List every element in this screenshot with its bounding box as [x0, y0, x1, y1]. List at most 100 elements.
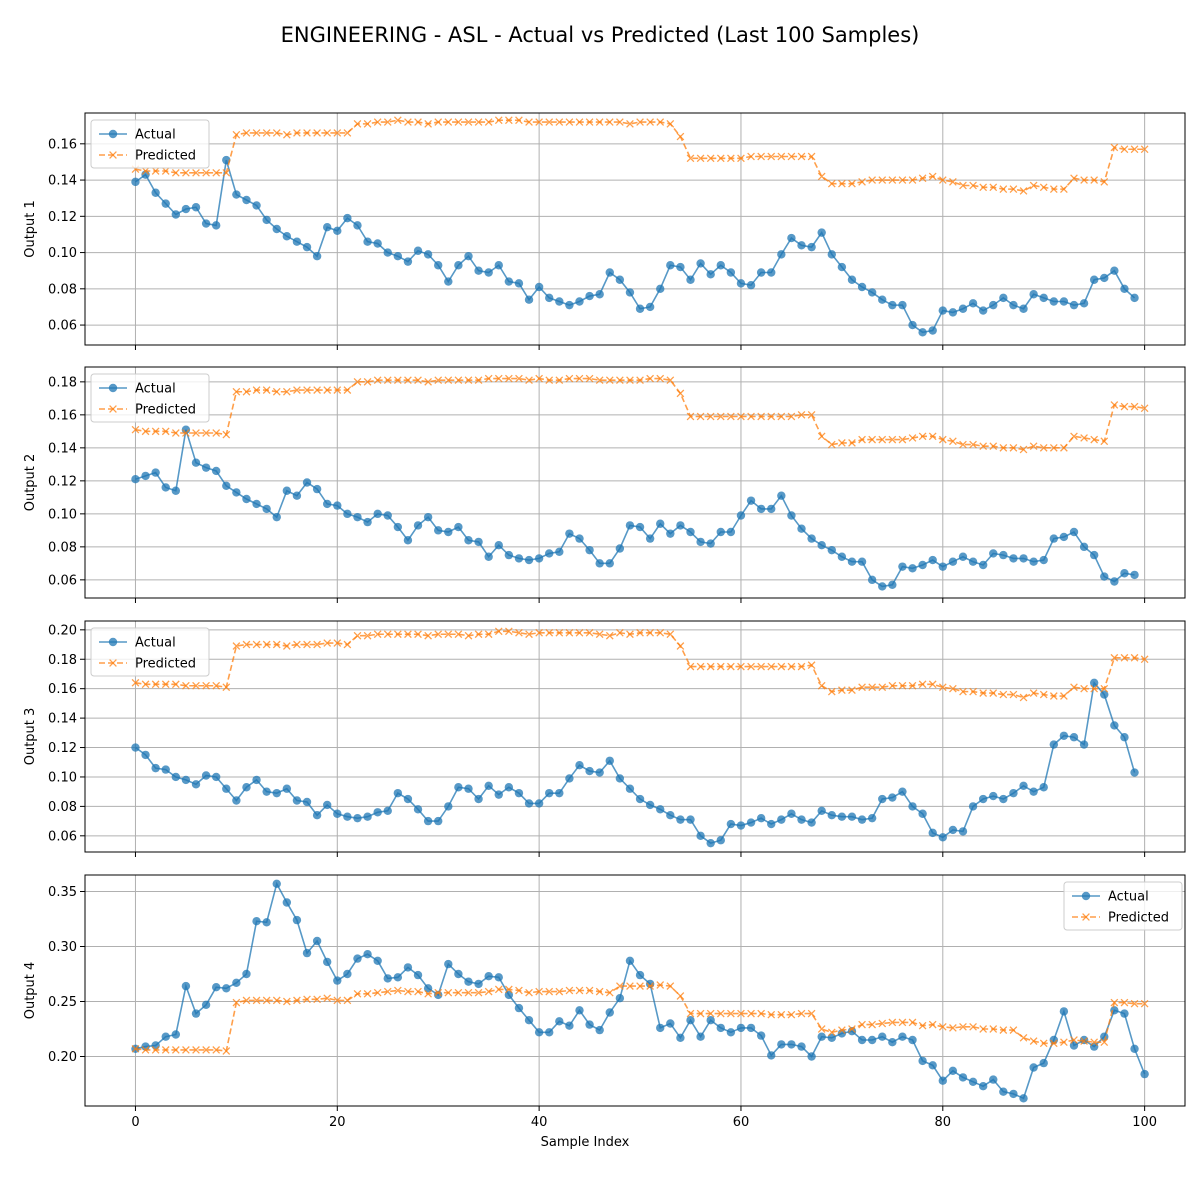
- axes-frame: [84, 366, 1186, 599]
- data-point: [938, 1022, 947, 1031]
- y-axis-label: Output 4: [23, 962, 38, 1020]
- data-point: [333, 386, 342, 394]
- data-point: [1059, 1007, 1069, 1016]
- data-point: [716, 836, 725, 845]
- data-point: [151, 763, 160, 773]
- data-point: [545, 628, 554, 637]
- data-point: [383, 630, 392, 639]
- data-point: [777, 815, 786, 824]
- data-point: [807, 410, 816, 419]
- data-point: [645, 302, 655, 312]
- series-predicted: [131, 116, 1149, 195]
- data-point: [272, 512, 281, 522]
- data-point: [827, 179, 836, 188]
- data-point: [857, 282, 867, 292]
- data-point: [464, 784, 473, 793]
- data-point: [777, 152, 786, 161]
- data-point: [787, 662, 796, 671]
- data-point: [333, 501, 342, 510]
- data-point: [978, 1082, 988, 1091]
- data-point: [565, 300, 574, 310]
- data-point: [706, 838, 715, 848]
- data-point: [817, 806, 826, 816]
- data-point: [504, 550, 514, 560]
- data-point: [1100, 437, 1109, 446]
- data-point: [1090, 1038, 1099, 1047]
- data-point: [161, 680, 170, 689]
- data-point: [182, 681, 190, 690]
- data-point: [726, 819, 736, 829]
- data-point: [565, 118, 574, 126]
- data-point: [635, 522, 645, 532]
- data-point: [1079, 1035, 1089, 1045]
- data-point: [676, 389, 685, 398]
- data-point: [383, 974, 392, 983]
- axes-frame: [84, 112, 1186, 346]
- data-point: [575, 534, 584, 543]
- data-point: [817, 432, 826, 441]
- data-point: [575, 986, 584, 995]
- data-point: [323, 800, 332, 810]
- data-point: [736, 821, 746, 830]
- data-point: [171, 1030, 181, 1039]
- data-point: [484, 118, 493, 126]
- data-point: [131, 475, 140, 484]
- data-point: [444, 118, 453, 126]
- data-point: [292, 237, 302, 246]
- data-point: [1019, 554, 1028, 563]
- data-point: [293, 129, 301, 137]
- y-tick-label: 0.06: [48, 319, 77, 334]
- legend-marker-predicted: [1082, 913, 1090, 921]
- data-point: [706, 662, 715, 671]
- data-point: [858, 1020, 866, 1029]
- data-point: [827, 811, 836, 820]
- data-point: [797, 1042, 806, 1051]
- data-point: [141, 1046, 150, 1054]
- data-point: [1120, 145, 1129, 154]
- data-point: [434, 816, 443, 826]
- data-point: [454, 783, 463, 792]
- data-point: [272, 996, 281, 1005]
- data-point: [504, 374, 513, 383]
- y-tick-label: 0.10: [48, 507, 77, 522]
- data-point: [1049, 692, 1058, 700]
- data-point: [635, 970, 645, 980]
- x-tick-label: 60: [733, 1115, 750, 1130]
- data-point: [827, 250, 836, 259]
- data-point: [181, 981, 191, 991]
- data-point: [656, 981, 665, 989]
- data-point: [645, 534, 655, 543]
- data-point: [727, 412, 735, 421]
- data-point: [373, 808, 382, 817]
- data-point: [161, 765, 170, 774]
- data-point: [302, 797, 312, 807]
- data-point: [777, 250, 786, 259]
- data-point: [1080, 684, 1088, 693]
- data-point: [575, 1006, 584, 1015]
- data-point: [968, 802, 978, 811]
- data-point: [151, 1046, 160, 1054]
- data-point: [282, 387, 291, 396]
- legend-label-actual: Actual: [135, 128, 176, 143]
- data-point: [464, 988, 473, 997]
- data-point: [525, 376, 533, 385]
- data-point: [888, 1018, 897, 1027]
- data-point: [1029, 689, 1038, 697]
- data-point: [747, 662, 755, 671]
- data-point: [585, 118, 594, 126]
- data-point: [838, 1026, 846, 1034]
- data-point: [323, 222, 332, 232]
- data-point: [474, 794, 483, 804]
- data-point: [1140, 999, 1149, 1008]
- data-point: [1130, 402, 1139, 411]
- data-point: [1079, 740, 1089, 749]
- data-point: [191, 203, 201, 212]
- data-point: [474, 979, 483, 989]
- data-point: [716, 261, 725, 270]
- data-point: [272, 879, 281, 888]
- data-point: [989, 1075, 998, 1084]
- data-point: [202, 1046, 210, 1054]
- data-point: [989, 689, 998, 697]
- data-point: [949, 437, 957, 446]
